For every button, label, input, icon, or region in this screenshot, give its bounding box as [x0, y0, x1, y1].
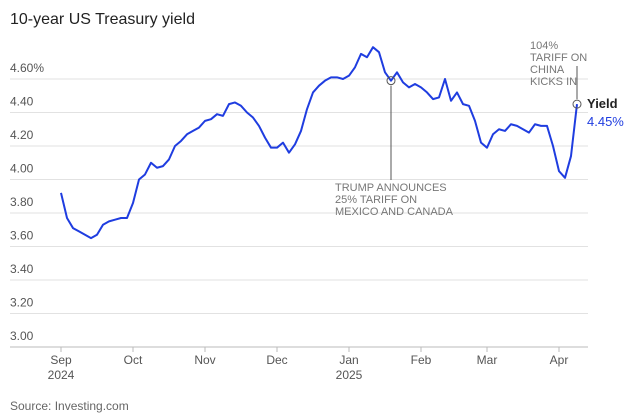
y-tick-label: 4.40 — [10, 95, 34, 109]
y-tick-label: 3.40 — [10, 262, 34, 276]
x-tick-label: Sep 2024 — [47, 353, 75, 382]
annotation-marker — [386, 76, 396, 86]
line — [60, 46, 578, 240]
series-name: Yield — [587, 96, 618, 111]
x-tick-label: Feb — [410, 353, 432, 367]
y-tick-label: 4.00 — [10, 162, 34, 176]
value-label: 4.45% — [587, 114, 624, 129]
x-tick-label: Oct — [123, 353, 143, 367]
annotation: 104% TARIFF ON CHINA KICKS IN — [530, 40, 588, 88]
y-tick-label: 3.00 — [10, 329, 34, 343]
y-tick-label: 3.60 — [10, 229, 34, 243]
x-tick-label: Nov — [194, 353, 216, 367]
y-tick-label: 3.20 — [10, 296, 34, 310]
x-tick-label: Dec — [266, 353, 288, 367]
y-tick-label: 4.20 — [10, 128, 34, 142]
x-tick-label: Apr — [549, 353, 569, 367]
y-tick-label: 4.60% — [10, 61, 44, 75]
chart-title: 10-year US Treasury yield — [10, 11, 195, 28]
y-tick-label: 3.80 — [10, 195, 34, 209]
annotation: TRUMP ANNOUNCES 25% TARIFF ON MEXICO AND… — [335, 182, 453, 218]
annotation-marker — [572, 99, 582, 109]
source: Source: Investing.com — [10, 399, 129, 413]
x-tick-label: Jan 2025 — [335, 353, 363, 382]
x-tick-label: Mar — [476, 353, 498, 367]
